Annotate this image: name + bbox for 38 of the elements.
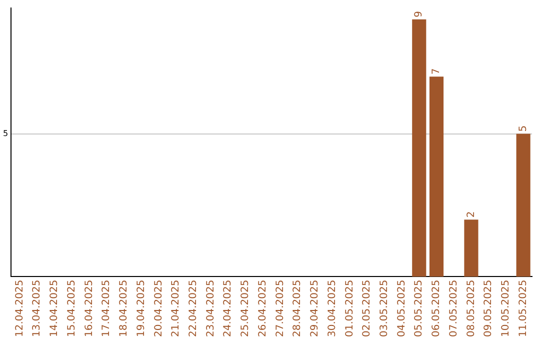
data-label: 2 [466, 211, 477, 218]
x-tick-label: 28.04.2025 [292, 280, 304, 338]
bar [429, 76, 444, 277]
x-tick-label: 26.04.2025 [257, 280, 268, 338]
x-tick-label: 04.05.2025 [396, 280, 408, 338]
x-tick-label: 06.05.2025 [431, 280, 442, 338]
x-tick-label: 14.04.2025 [49, 280, 60, 338]
x-tick-label: 27.04.2025 [274, 280, 286, 338]
x-tick-label: 22.04.2025 [188, 280, 199, 338]
x-tick-label: 11.05.2025 [518, 280, 529, 338]
bar [464, 220, 478, 277]
bar [412, 19, 426, 277]
x-tick-label: 02.05.2025 [362, 280, 373, 338]
x-tick-label: 03.05.2025 [379, 280, 390, 338]
x-tick-label: 18.04.2025 [118, 280, 130, 338]
x-tick-label: 13.04.2025 [32, 280, 43, 338]
bar [516, 134, 530, 277]
x-tick-label: 29.04.2025 [310, 280, 321, 338]
data-label: 7 [431, 68, 442, 75]
x-tick-label: 20.04.2025 [153, 280, 164, 338]
x-tick-label: 07.05.2025 [448, 280, 460, 338]
x-tick-label: 12.04.2025 [14, 280, 26, 338]
x-tick-label: 23.04.2025 [205, 280, 216, 338]
data-label: 5 [518, 125, 529, 132]
x-tick-label: 21.04.2025 [170, 280, 182, 338]
data-label: 9 [414, 11, 425, 18]
x-tick-label: 24.04.2025 [222, 280, 234, 338]
x-tick-label: 08.05.2025 [466, 280, 477, 338]
x-tick-label: 15.04.2025 [66, 280, 78, 338]
x-tick-label: 10.05.2025 [500, 280, 512, 338]
x-tick-label: 09.05.2025 [483, 280, 494, 338]
x-tick-label: 17.04.2025 [101, 280, 112, 338]
x-tick-label: 25.04.2025 [240, 280, 252, 338]
x-tick-label: 16.04.2025 [84, 280, 95, 338]
x-tick-label: 05.05.2025 [414, 280, 425, 338]
x-tick-label: 01.05.2025 [344, 280, 356, 338]
x-tick-label: 30.04.2025 [326, 280, 338, 338]
x-tick-label: 19.04.2025 [136, 280, 147, 338]
